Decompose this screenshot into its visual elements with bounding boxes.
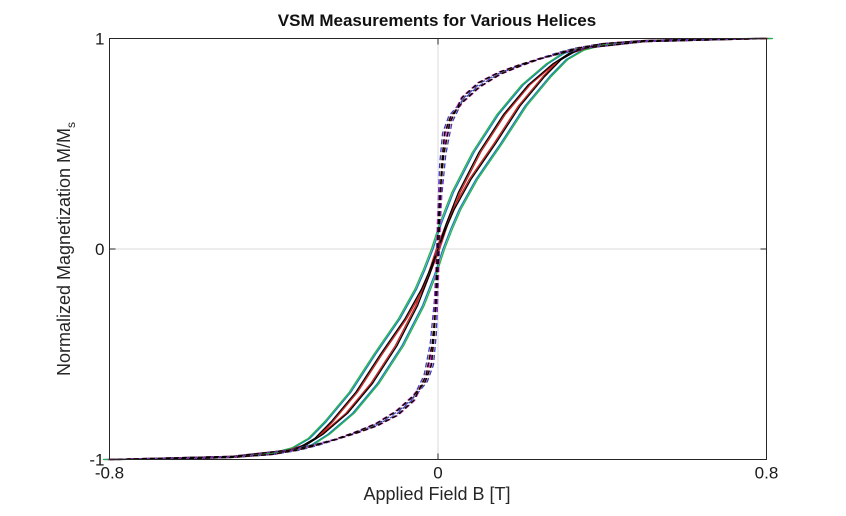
y-axis-label-main: Normalized Magnetization M/M <box>54 128 74 376</box>
y-tick-label-2: 1 <box>95 30 104 49</box>
x-tick-label-2: 0.8 <box>755 464 779 483</box>
y-tick-label-1: 0 <box>95 240 104 259</box>
x-tick-label-1: 0 <box>433 464 442 483</box>
tick-marks <box>109 38 767 460</box>
series-5-down-branch <box>108 37 766 461</box>
y-tick-label-0: -1 <box>89 451 104 470</box>
y-axis-label-subscript: s <box>64 122 78 128</box>
series-7-down-branch <box>109 37 767 461</box>
chart-title: VSM Measurements for Various Helices <box>278 11 596 30</box>
y-axis-label: Normalized Magnetization M/Ms <box>54 122 78 376</box>
x-tick-label-0: -0.8 <box>95 464 124 483</box>
tick-labels: -0.8 0 0.8 -1 0 1 <box>89 30 778 483</box>
series-4-up-branch <box>107 37 765 461</box>
curves-layer <box>102 37 774 461</box>
x-axis-label: Applied Field B [T] <box>363 484 510 504</box>
